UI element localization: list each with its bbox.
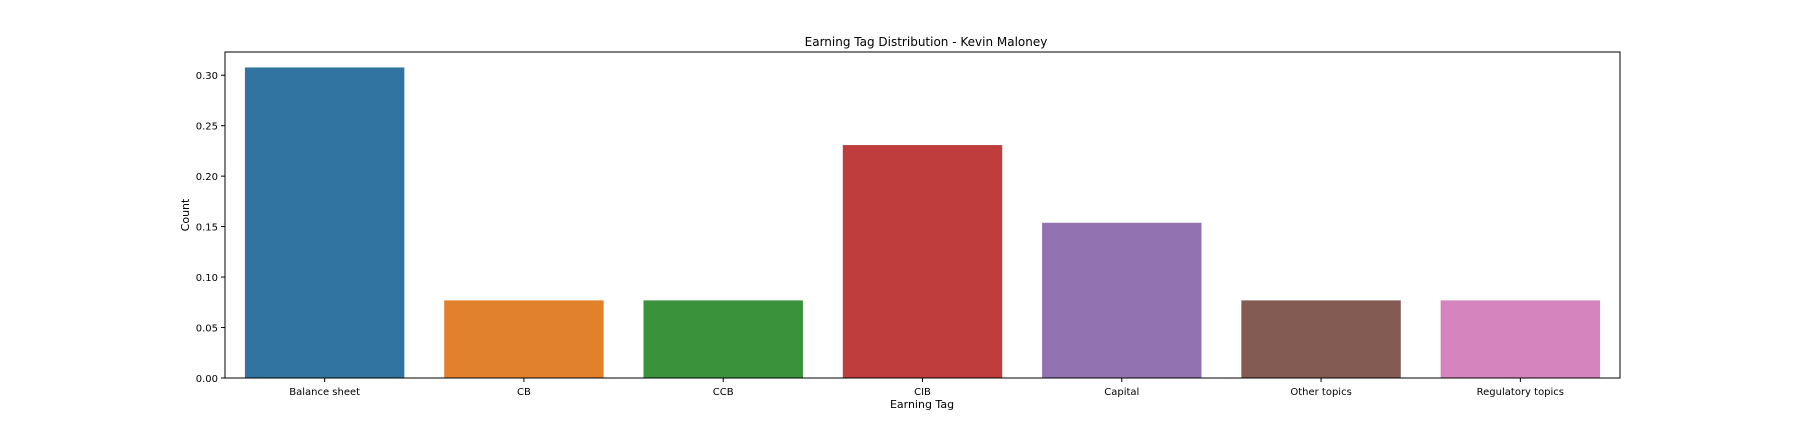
bars-group — [244, 67, 1601, 378]
y-tick-label: 0.10 — [196, 273, 218, 284]
y-tick-label: 0.15 — [196, 223, 218, 234]
x-axis-label: Earning Tag — [890, 398, 954, 411]
y-tick-label: 0.25 — [196, 122, 218, 133]
bar-ccb — [643, 300, 803, 378]
y-tick-label: 0.20 — [196, 172, 218, 183]
y-tick-label: 0.00 — [196, 374, 218, 385]
x-tick-label: CB — [517, 387, 531, 398]
x-tick-label: CIB — [914, 387, 931, 398]
chart-title: Earning Tag Distribution - Kevin Maloney — [805, 35, 1048, 49]
bar-cib — [842, 145, 1003, 378]
bar-capital — [1042, 222, 1202, 378]
x-tick-label: Other topics — [1290, 387, 1351, 398]
y-tick-label: 0.30 — [196, 71, 218, 82]
x-tick-label: CCB — [713, 387, 734, 398]
y-axis: 0.00 0.05 0.10 0.15 0.20 0.25 0.30 — [196, 71, 225, 385]
y-axis-label: Count — [179, 198, 192, 231]
bar-other-topics — [1241, 300, 1401, 378]
bar-balance-sheet — [244, 67, 405, 378]
x-tick-label: Balance sheet — [289, 387, 360, 398]
x-axis: Balance sheet CB CCB CIB Capital Other topics… — [289, 378, 1564, 398]
bar-cb — [444, 300, 604, 378]
x-tick-label: Capital — [1104, 387, 1139, 398]
bar-regulatory-topics — [1440, 300, 1601, 378]
x-tick-label: Regulatory topics — [1477, 387, 1564, 398]
y-tick-label: 0.05 — [196, 324, 218, 335]
